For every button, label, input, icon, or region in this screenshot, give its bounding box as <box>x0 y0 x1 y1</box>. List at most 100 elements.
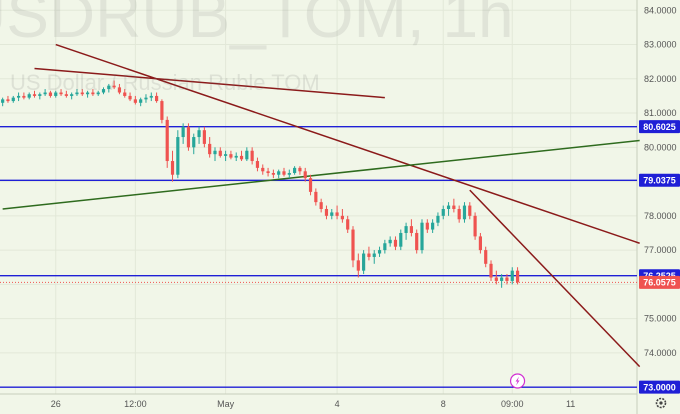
candle-body <box>277 171 281 175</box>
candle-body <box>91 92 95 95</box>
candle-body <box>431 222 435 230</box>
candle-body <box>139 99 143 103</box>
candle-body <box>208 143 212 155</box>
candle-body <box>80 92 84 95</box>
candle-body <box>393 239 398 247</box>
candle-body <box>314 191 318 203</box>
candle-body <box>11 97 15 102</box>
price-level-badge-label: 73.0000 <box>643 382 676 392</box>
candle-body <box>494 277 498 281</box>
candle-body <box>255 161 260 168</box>
candle-body <box>351 229 355 261</box>
candle-body <box>388 239 392 244</box>
candle-body <box>452 205 456 209</box>
candle-body <box>70 94 74 96</box>
candle-body <box>383 243 387 251</box>
candle-body <box>75 92 79 95</box>
candle-body <box>319 202 323 209</box>
candle-body <box>356 260 360 271</box>
candle-body <box>117 87 122 93</box>
time-tick-label: 8 <box>441 399 446 409</box>
time-tick-label: 09:00 <box>501 399 524 409</box>
trend-line[interactable] <box>2 139 640 210</box>
candle-body <box>324 208 329 216</box>
candle-body <box>197 130 201 138</box>
candle-body <box>1 99 5 103</box>
price-level-badge-label: 76.0575 <box>643 278 676 288</box>
candle-body <box>377 250 382 254</box>
candle-body <box>484 250 488 264</box>
candle-body <box>239 155 244 160</box>
price-tick-label: 83.0000 <box>644 40 677 50</box>
candle-body <box>149 95 153 98</box>
time-tick-label: 4 <box>335 399 340 409</box>
candle-body <box>234 155 238 158</box>
candle-body <box>96 92 100 95</box>
price-tick-label: 74.0000 <box>644 348 677 358</box>
candle-body <box>505 277 509 281</box>
candle-body <box>415 232 419 251</box>
candle-body <box>245 150 249 160</box>
candle-body <box>85 92 90 95</box>
candle-body <box>155 95 159 102</box>
candle-body <box>43 92 47 95</box>
candle-body <box>229 154 233 158</box>
trend-line[interactable] <box>55 43 640 244</box>
candle-body <box>282 171 286 175</box>
candle-body <box>425 222 429 230</box>
candle-body <box>218 150 222 156</box>
price-level-badge <box>639 120 680 134</box>
candle-body <box>346 219 350 230</box>
candle-body <box>123 92 127 96</box>
candle-body <box>192 137 196 148</box>
candle-body <box>462 205 467 220</box>
price-level-badge <box>639 380 680 394</box>
candle-body <box>308 178 313 192</box>
gear-icon-center <box>659 401 663 405</box>
gear-icon[interactable] <box>655 397 667 409</box>
candle-body <box>38 94 42 96</box>
candle-body <box>409 226 413 233</box>
candle-body <box>287 173 291 175</box>
trend-line[interactable] <box>34 67 385 99</box>
candle-body <box>176 137 180 175</box>
price-level-badge <box>639 173 680 187</box>
candle-body <box>160 101 164 120</box>
price-level-badge-label: 79.0375 <box>643 175 676 185</box>
time-tick-label: 11 <box>566 399 575 409</box>
candle-body <box>32 94 37 96</box>
candle-body <box>133 99 137 103</box>
candle-body <box>22 95 26 98</box>
candle-body <box>489 263 493 278</box>
candle-body <box>128 95 132 100</box>
candle-body <box>213 150 217 155</box>
candle-body <box>298 167 302 172</box>
trend-line[interactable] <box>469 189 641 368</box>
candle-body <box>367 253 371 257</box>
lightning-icon-glyph <box>515 376 520 386</box>
candle-body <box>54 92 58 96</box>
candle-body <box>436 215 440 223</box>
price-tick-label: 78.0000 <box>644 211 677 221</box>
time-tick-label: May <box>217 399 235 409</box>
candle-body <box>372 253 376 257</box>
candle-body <box>101 89 106 93</box>
candle-body <box>420 222 424 251</box>
candle-body <box>16 95 21 98</box>
candle-body <box>335 212 339 216</box>
price-tick-label: 80.0000 <box>644 142 677 152</box>
candle-body <box>261 167 265 172</box>
candle-body <box>112 85 116 88</box>
candle-body <box>48 92 53 96</box>
price-tick-label: 77.0000 <box>644 245 677 255</box>
candle-body <box>404 226 408 233</box>
candle-body <box>107 85 111 90</box>
candle-body <box>510 270 514 281</box>
candle-body <box>186 126 191 148</box>
candle-body <box>27 94 31 98</box>
candle-body <box>340 215 344 220</box>
price-tick-label: 81.0000 <box>644 108 677 118</box>
